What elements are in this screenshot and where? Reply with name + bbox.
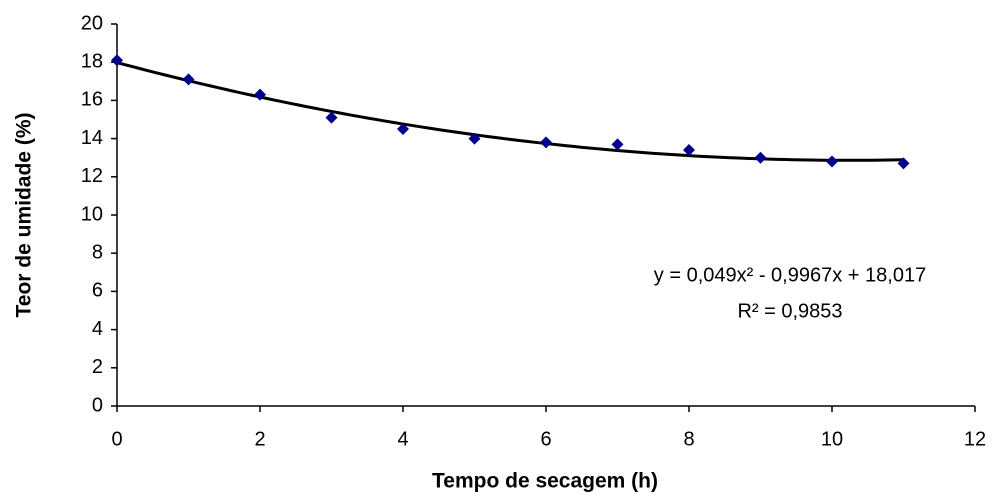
data-point [325, 111, 338, 124]
data-point [111, 54, 123, 67]
trendline [116, 61, 904, 162]
data-point [897, 157, 910, 170]
x-tick-label: 0 [111, 428, 122, 450]
data-point [397, 123, 409, 136]
r-squared: R² = 0,9853 [737, 300, 842, 322]
data-point [611, 138, 624, 151]
x-tick-label: 10 [821, 428, 843, 450]
data-point [254, 88, 266, 101]
data-point [683, 144, 695, 157]
x-tick-label: 12 [964, 428, 986, 450]
x-tick-label: 6 [540, 428, 551, 450]
y-tick-label: 0 [92, 394, 103, 416]
equation: y = 0,049x² - 0,9967x + 18,017 [654, 264, 926, 286]
data-point [754, 151, 767, 164]
x-tick-label: 2 [254, 428, 265, 450]
data-point [468, 132, 481, 145]
x-axis-title: Tempo de secagem (h) [432, 470, 658, 493]
y-tick-label: 20 [81, 12, 103, 34]
data-point [182, 73, 195, 86]
y-tick-label: 8 [92, 241, 103, 263]
y-axis-title: Teor de umidade (%) [13, 113, 36, 318]
data-point [540, 136, 552, 149]
y-tick-label: 18 [81, 50, 103, 72]
x-tick-label: 8 [683, 428, 694, 450]
y-tick-label: 6 [92, 280, 103, 302]
x-tick-label: 4 [397, 428, 408, 450]
y-tick-label: 12 [81, 165, 103, 187]
y-tick-label: 16 [81, 89, 103, 111]
y-tick-label: 4 [92, 318, 103, 340]
y-tick-label: 10 [81, 203, 103, 225]
y-tick-label: 14 [81, 127, 103, 149]
y-tick-label: 2 [92, 356, 103, 378]
data-point [826, 155, 838, 168]
